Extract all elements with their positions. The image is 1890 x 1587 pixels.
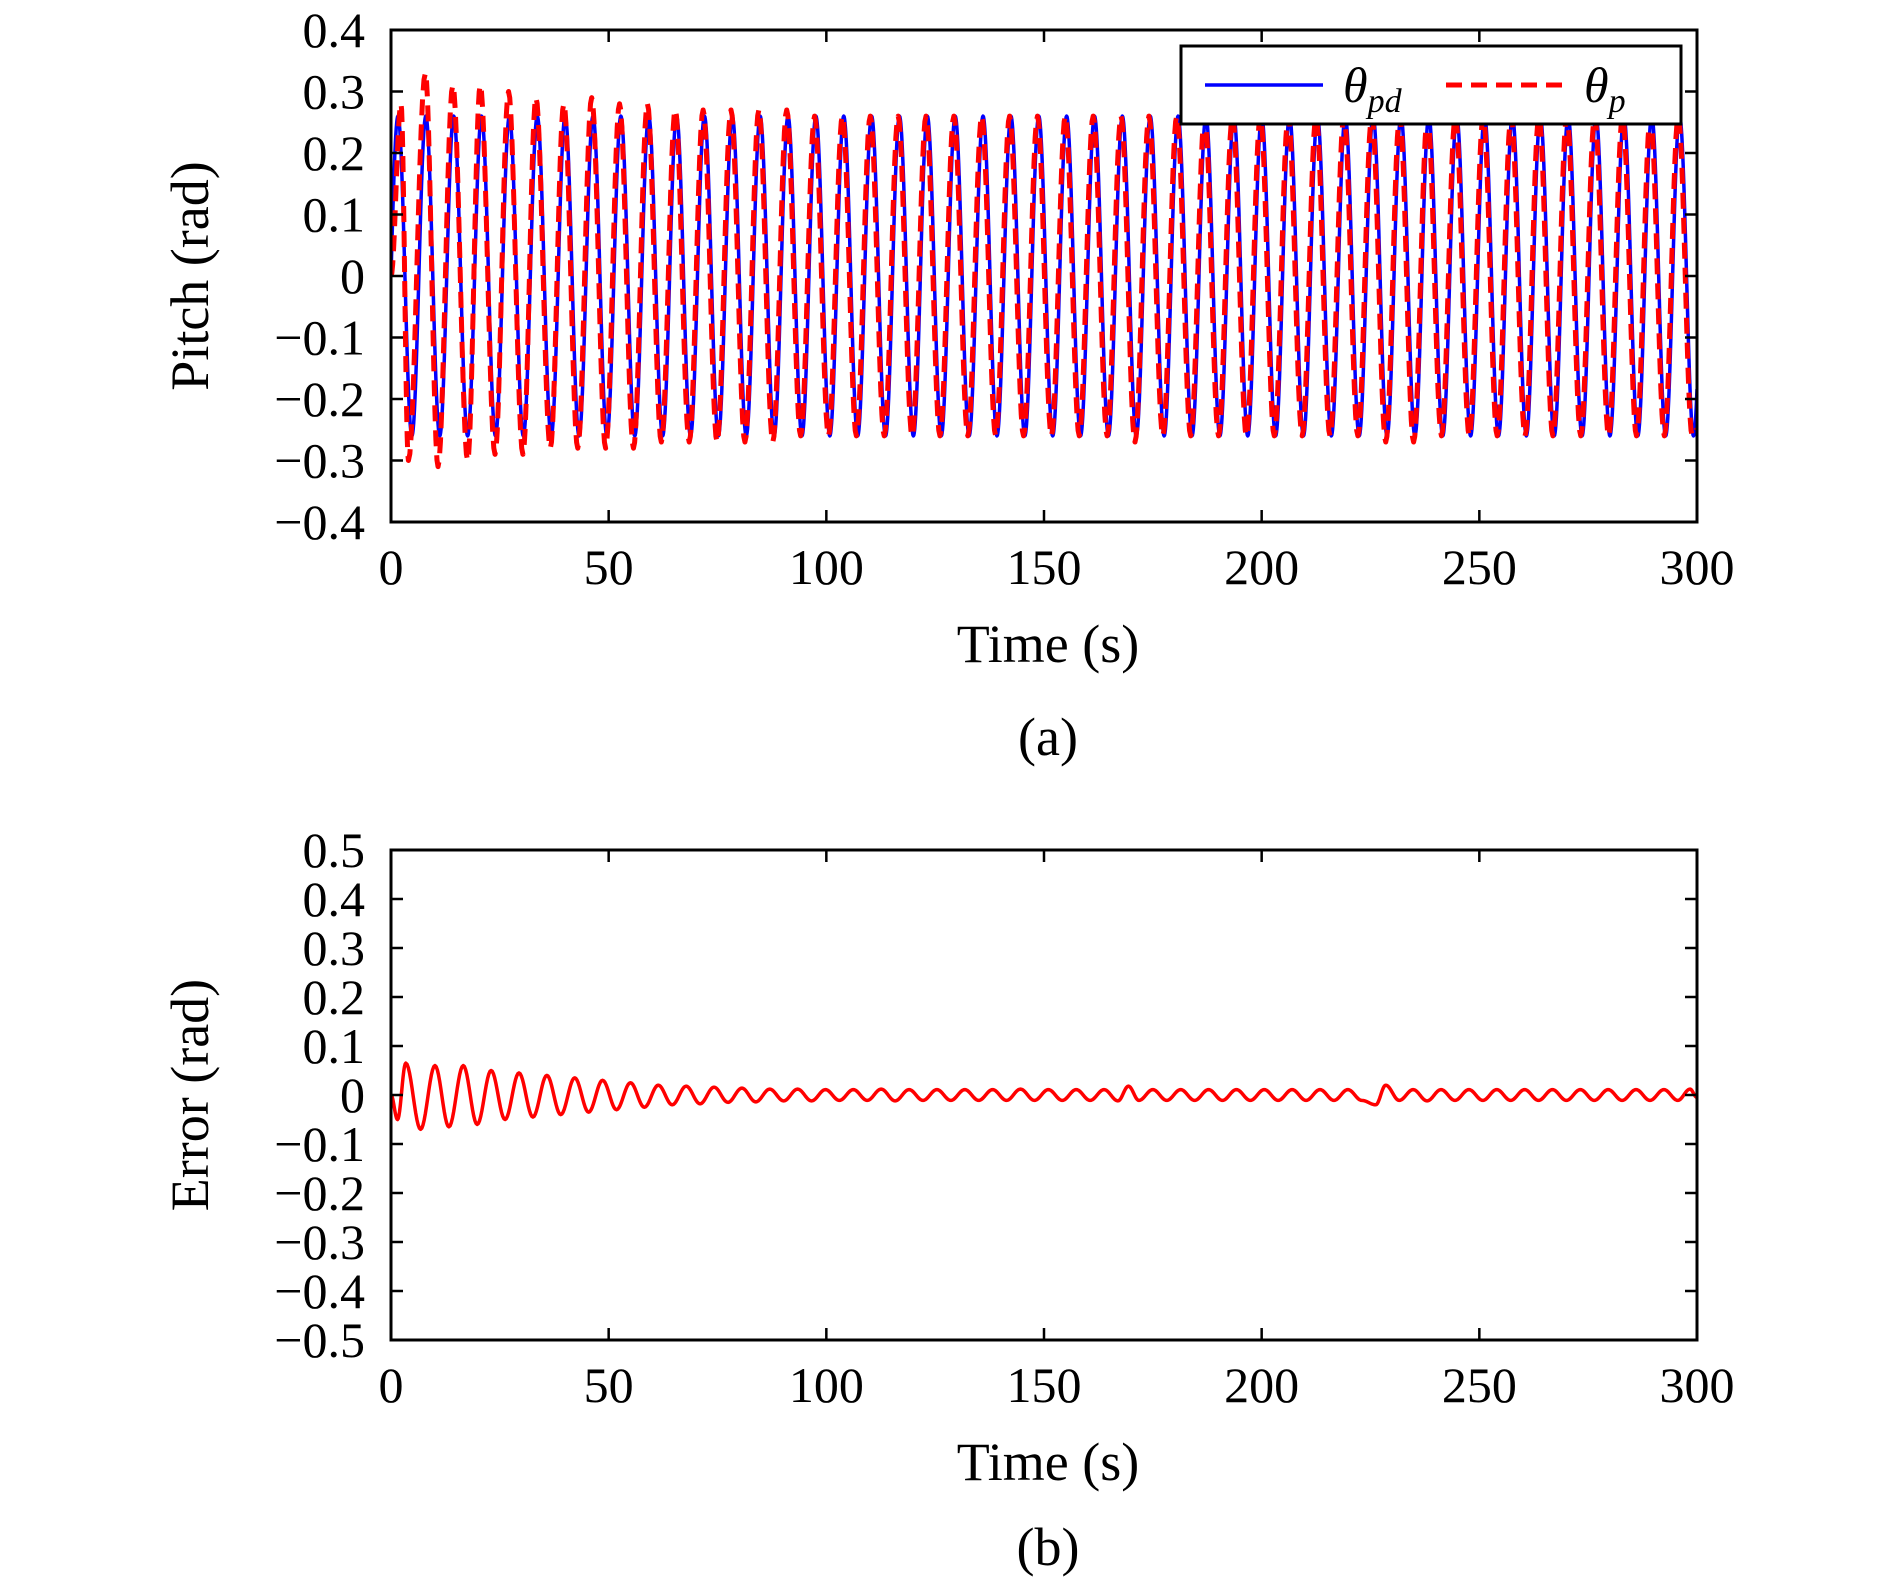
x-tick-label: 0 — [379, 539, 404, 595]
x-tick-label: 300 — [1660, 539, 1735, 595]
legend-label-sub-0: pd — [1366, 83, 1403, 120]
y-tick-label: −0.3 — [274, 1214, 365, 1270]
y-tick-label: −0.4 — [274, 494, 365, 550]
y-tick-label: −0.4 — [274, 1263, 365, 1319]
legend-label-0: θpd — [1343, 57, 1403, 120]
y-axis-label: Pitch (rad) — [160, 161, 220, 390]
x-tick-label: 150 — [1007, 1357, 1082, 1413]
legend: θpd θp — [1179, 44, 1683, 126]
chart-b-error: 0 50 100 150 200 250 3000.50.40.30.20.10−0.1−0… — [160, 822, 1735, 1577]
y-tick-label: 0.2 — [303, 125, 366, 181]
y-tick-label: 0 — [340, 248, 365, 304]
series-line-1-0 — [391, 1061, 1697, 1132]
chart-a-pitch: 0 50 100 150 200 250 3000.40.30.20.10−0.1−0.2−… — [160, 2, 1735, 767]
y-tick-label: 0.3 — [303, 920, 366, 976]
x-tick-label: 50 — [584, 539, 634, 595]
x-tick-label: 100 — [789, 539, 864, 595]
x-tick-label: 100 — [789, 1357, 864, 1413]
legend-label-1: θp — [1584, 57, 1626, 120]
y-tick-label: −0.3 — [274, 433, 365, 489]
y-tick-label: −0.1 — [274, 310, 365, 366]
x-axis-label: Time (s) — [957, 1432, 1140, 1492]
x-tick-label: 150 — [1007, 539, 1082, 595]
x-tick-label: 250 — [1442, 539, 1517, 595]
y-tick-label: 0.3 — [303, 64, 366, 120]
y-tick-label: −0.1 — [274, 1116, 365, 1172]
chart-caption: (a) — [1018, 707, 1078, 767]
plot-frame — [389, 848, 1699, 1342]
x-tick-label: 250 — [1442, 1357, 1517, 1413]
chart-caption: (b) — [1017, 1517, 1080, 1577]
x-tick-label: 300 — [1660, 1357, 1735, 1413]
y-tick-label: 0.5 — [303, 822, 366, 878]
y-tick-label: −0.2 — [274, 371, 365, 427]
y-tick-label: 0.4 — [303, 2, 366, 58]
y-tick-label: 0.2 — [303, 969, 366, 1025]
x-axis-label: Time (s) — [957, 614, 1140, 674]
y-tick-label: −0.5 — [274, 1312, 365, 1368]
y-axis-label: Error (rad) — [160, 979, 220, 1211]
series-group — [391, 70, 1697, 470]
y-tick-label: −0.2 — [274, 1165, 365, 1221]
x-tick-label: 200 — [1224, 1357, 1299, 1413]
legend-label-sub-1: p — [1607, 83, 1626, 120]
x-tick-label: 0 — [379, 1357, 404, 1413]
x-tick-label: 50 — [584, 1357, 634, 1413]
series-group — [391, 1061, 1697, 1132]
y-tick-label: 0.4 — [303, 871, 366, 927]
x-tick-label: 200 — [1224, 539, 1299, 595]
y-tick-label: 0.1 — [303, 1018, 366, 1074]
series-line-0-1 — [391, 70, 1697, 470]
y-tick-label: 0 — [340, 1067, 365, 1123]
y-tick-label: 0.1 — [303, 187, 366, 243]
